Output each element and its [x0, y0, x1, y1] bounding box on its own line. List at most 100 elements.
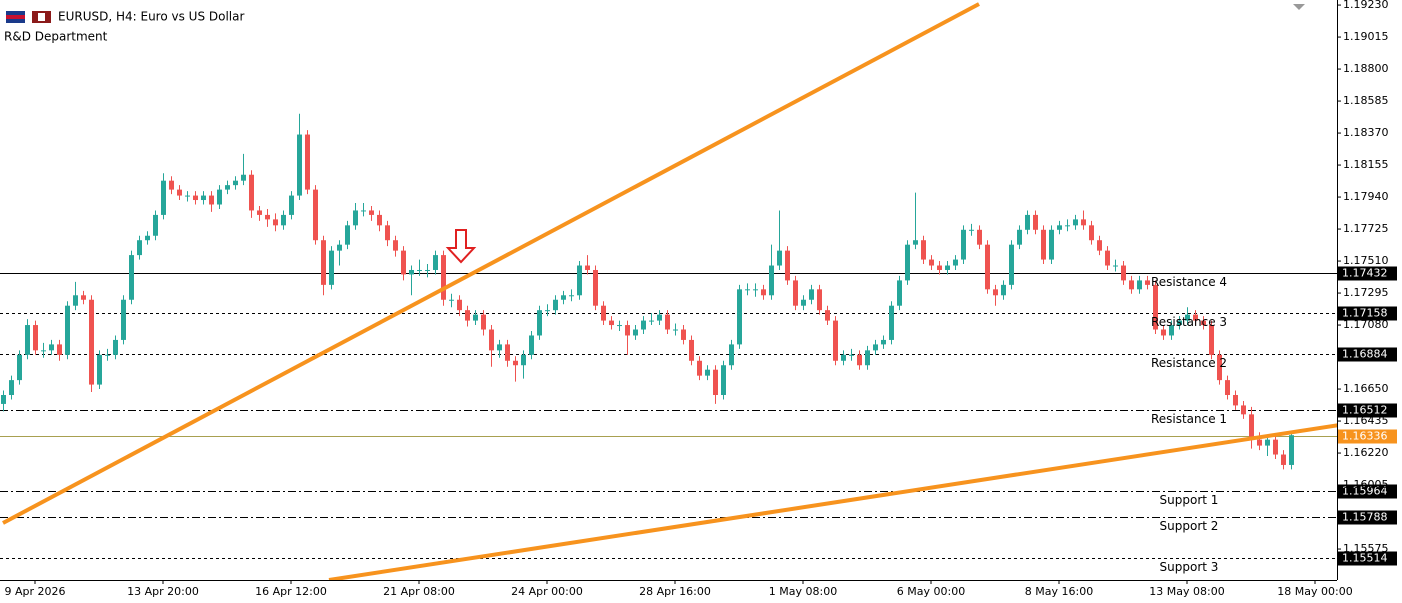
candle-body — [1169, 325, 1174, 336]
candle-body — [785, 250, 790, 281]
candle-body — [73, 295, 78, 306]
candle-body — [1033, 214, 1038, 230]
candle-body — [209, 195, 214, 205]
candle-body — [409, 269, 414, 275]
x-tick-label: 16 Apr 12:00 — [255, 585, 327, 598]
candle-body — [505, 344, 510, 361]
level-name: Support 3 — [1160, 560, 1219, 574]
icon — [6, 15, 25, 19]
candle-body — [993, 289, 998, 296]
candle-body — [233, 180, 238, 186]
candle-body — [369, 210, 374, 215]
candle-body — [585, 265, 590, 270]
candle-body — [545, 310, 550, 312]
candle-body — [457, 299, 462, 311]
candle-body — [1209, 325, 1214, 355]
y-tick-label: 1.17295 — [1343, 286, 1389, 299]
candle-body — [1273, 439, 1278, 455]
candle-body — [1177, 320, 1182, 326]
candle-body — [225, 185, 230, 190]
x-tick-label: 21 Apr 08:00 — [383, 585, 455, 598]
candle-body — [129, 255, 134, 300]
candle-body — [1281, 454, 1286, 465]
level-name: Support 1 — [1160, 493, 1219, 507]
candle-body — [737, 289, 742, 345]
candle-body — [1153, 284, 1158, 330]
candle-body — [1161, 329, 1166, 336]
candle-body — [985, 244, 990, 290]
candle-body — [937, 265, 942, 270]
candle-body — [9, 380, 14, 396]
price-box-label: 1.16336 — [1342, 430, 1388, 443]
trend-line — [328, 423, 1337, 580]
candle-body — [753, 289, 758, 291]
candle-body — [201, 195, 206, 201]
price-box — [1338, 306, 1397, 321]
candle-body — [1097, 240, 1102, 251]
candle-body — [665, 314, 670, 330]
price-box — [1338, 403, 1397, 418]
candle-body — [1025, 214, 1030, 230]
candle-body — [857, 354, 862, 366]
candle-body — [809, 289, 814, 300]
price-box — [1338, 429, 1397, 444]
candle-body — [673, 329, 678, 331]
price-box-label: 1.17432 — [1342, 267, 1388, 280]
candle-body — [305, 134, 310, 190]
x-tick-label: 1 May 08:00 — [769, 585, 837, 598]
candle-body — [425, 269, 430, 271]
candle-body — [497, 344, 502, 351]
candle-body — [465, 310, 470, 321]
candle-body — [289, 195, 294, 215]
candle-body — [177, 189, 182, 196]
candle-body — [1065, 225, 1070, 227]
candle-body — [1105, 250, 1110, 266]
candle-body — [873, 344, 878, 351]
candle-body — [657, 314, 662, 321]
candle-body — [561, 295, 566, 300]
candle-body — [329, 250, 334, 285]
candle-body — [1225, 380, 1230, 396]
price-box-label: 1.16884 — [1342, 348, 1388, 361]
candle-body — [489, 329, 494, 351]
y-tick-label: 1.17080 — [1343, 318, 1389, 331]
candle-body — [161, 180, 166, 215]
candle-body — [841, 354, 846, 361]
candle-body — [17, 354, 22, 381]
price-box-label: 1.15964 — [1342, 485, 1388, 498]
candle-body — [145, 235, 150, 241]
level-name: Resistance 1 — [1151, 412, 1227, 426]
candle-body — [41, 350, 46, 352]
candle-body — [649, 320, 654, 322]
candle-body — [121, 299, 126, 340]
candle-body — [1257, 439, 1262, 446]
candle-body — [1217, 354, 1222, 381]
candle-body — [1089, 225, 1094, 241]
candle-body — [473, 314, 478, 321]
candle-body — [337, 244, 342, 251]
candle-body — [625, 325, 630, 336]
candle-body — [313, 189, 318, 241]
y-tick-label: 1.16650 — [1343, 382, 1389, 395]
candle-body — [633, 329, 638, 336]
subtitle: R&D Department — [4, 30, 108, 44]
x-tick-label: 9 Apr 2026 — [4, 585, 65, 598]
candle-body — [1145, 280, 1150, 285]
candle-body — [113, 339, 118, 355]
candle-body — [569, 295, 574, 297]
candle-body — [825, 310, 830, 321]
candle-body — [1233, 395, 1238, 406]
candle-body — [1017, 229, 1022, 245]
candle-body — [97, 354, 102, 385]
y-tick-label: 1.17510 — [1343, 254, 1389, 267]
candle-body — [105, 354, 110, 356]
candle-body — [705, 369, 710, 376]
candle-body — [377, 214, 382, 226]
sell-arrow — [445, 229, 477, 264]
candle-body — [57, 344, 62, 355]
candle-body — [433, 255, 438, 270]
candle-body — [817, 289, 822, 311]
candle-body — [889, 305, 894, 340]
price-box-label: 1.15788 — [1342, 511, 1388, 524]
